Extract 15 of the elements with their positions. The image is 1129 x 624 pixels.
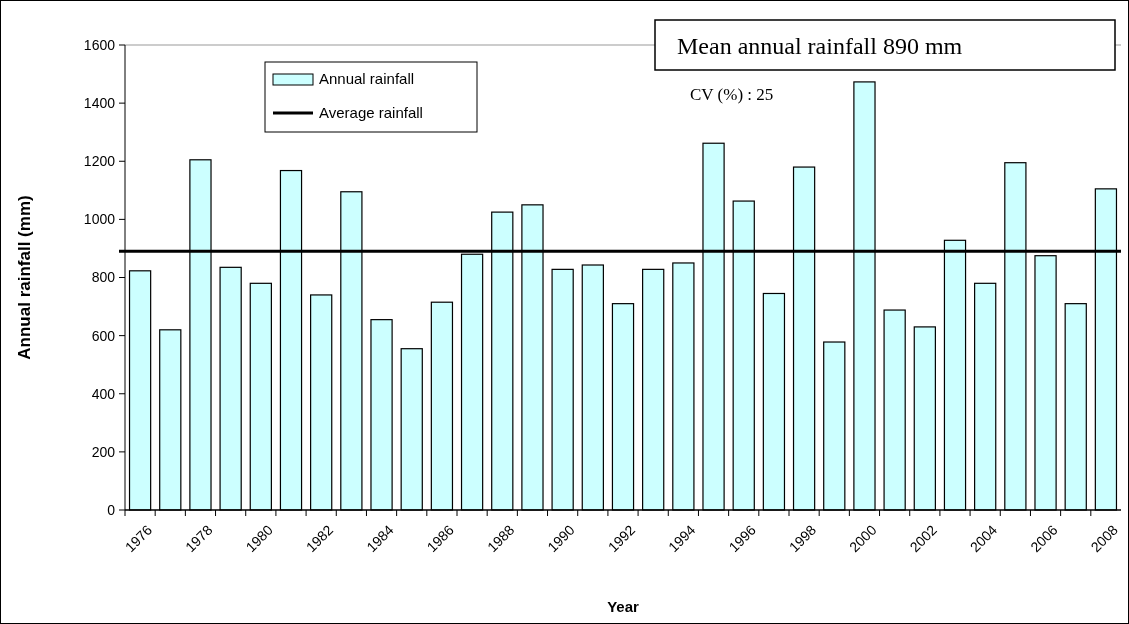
y-tick-label: 800 (91, 269, 116, 286)
y-tick-label: 1200 (83, 153, 116, 170)
y-tick-label: 600 (91, 327, 116, 344)
y-tick-label: 1600 (83, 36, 116, 53)
x-axis-title: Year (607, 598, 640, 615)
legend-label: Annual rainfall (319, 70, 415, 88)
y-tick-label: 0 (107, 501, 116, 518)
y-tick-label: 400 (91, 385, 116, 402)
y-tick-label: 200 (91, 443, 116, 460)
legend-label: Average rainfall (319, 104, 423, 122)
y-tick-label: 1400 (83, 95, 116, 112)
annotation: CV (%) : 25 (690, 85, 774, 104)
annotation: Mean annual rainfall 890 mm (677, 33, 963, 59)
y-tick-label: 1000 (83, 211, 116, 228)
y-axis-title: Annual rainfall (mm) (15, 195, 34, 360)
